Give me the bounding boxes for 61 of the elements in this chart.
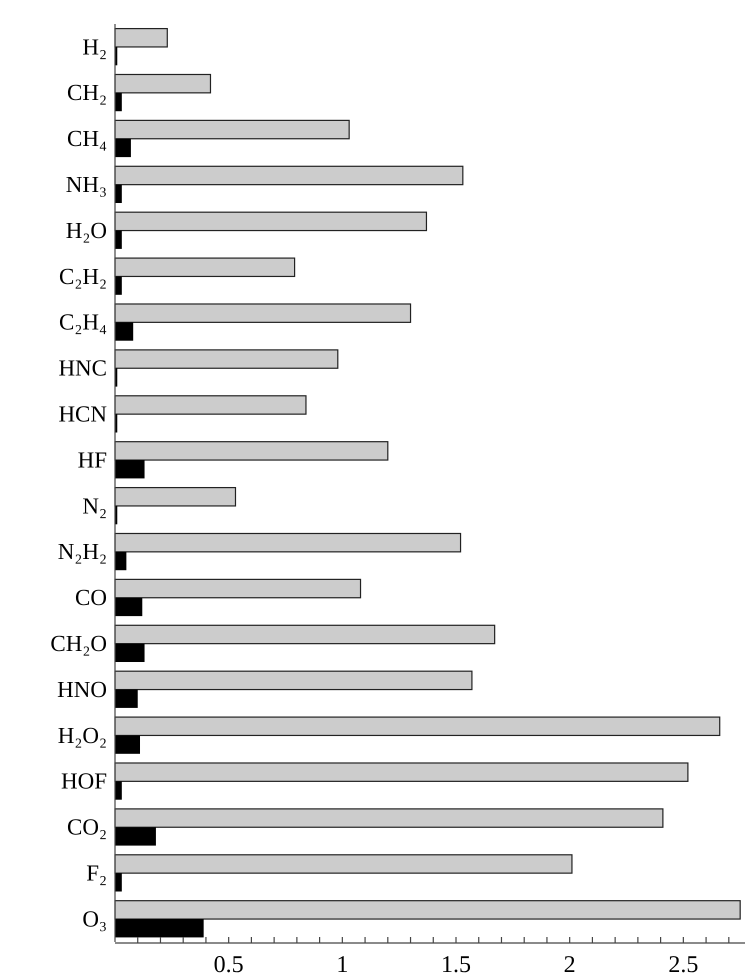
bar (114, 441, 388, 461)
bar (115, 827, 156, 846)
bar (114, 624, 496, 644)
bar (114, 716, 720, 736)
bar (114, 74, 212, 94)
bar (115, 322, 134, 341)
bar (114, 257, 296, 278)
y-tick-label: N₂H₂ (58, 539, 107, 564)
bar (115, 644, 145, 662)
y-tick-label: F₂ (86, 860, 107, 886)
bar (114, 28, 168, 48)
y-tick-label: CO₂ (67, 814, 107, 840)
bar (114, 900, 741, 920)
y-tick-label: CH₂ (67, 80, 107, 106)
x-tick-label: 1.5 (441, 952, 472, 976)
bar (115, 276, 122, 295)
y-tick-label: N₂ (82, 493, 107, 518)
bar (115, 460, 145, 478)
bar (114, 212, 428, 232)
y-tick-label: CO (75, 585, 107, 610)
x-tick-label: 2.5 (668, 952, 698, 976)
bar (114, 349, 338, 369)
y-tick-label: HOF (60, 768, 107, 794)
x-tick-label: 2 (564, 952, 576, 976)
bar (115, 552, 126, 570)
y-tick-label: C₂H₄ (59, 310, 107, 335)
y-tick-label: O₃ (82, 906, 107, 932)
bar (114, 854, 573, 874)
y-tick-label: HNO (57, 676, 107, 702)
bar (115, 230, 122, 249)
x-tick-label: 0.5 (214, 952, 244, 976)
bar (114, 303, 412, 323)
y-tick-label: CH₄ (67, 126, 107, 152)
bar (114, 486, 236, 507)
bar (115, 598, 142, 616)
bar (115, 873, 122, 892)
y-tick-label: C₂H₂ (59, 264, 107, 289)
y-tick-label: NH₃ (66, 172, 107, 198)
y-tick-label: H₂O₂ (58, 722, 107, 748)
bar (115, 138, 131, 158)
bar (115, 690, 138, 708)
bar (115, 92, 122, 112)
bar (114, 395, 307, 415)
y-tick-label: HF (78, 447, 107, 472)
x-tick-label: 1 (336, 952, 348, 976)
bar (114, 670, 473, 690)
bar (114, 808, 664, 828)
bar (115, 735, 140, 754)
bar (115, 919, 204, 938)
y-tick-label: H₂O (66, 218, 107, 243)
y-tick-label: CH₂O (50, 631, 107, 656)
y-tick-label: HCN (58, 402, 108, 427)
y-tick-label: HNC (58, 356, 107, 381)
bar (114, 166, 464, 186)
bar (114, 532, 462, 552)
bar (115, 781, 122, 800)
bar (114, 578, 362, 598)
bar (114, 762, 688, 782)
bar (115, 184, 122, 204)
y-tick-label: H₂ (82, 34, 107, 60)
bar (114, 120, 350, 140)
